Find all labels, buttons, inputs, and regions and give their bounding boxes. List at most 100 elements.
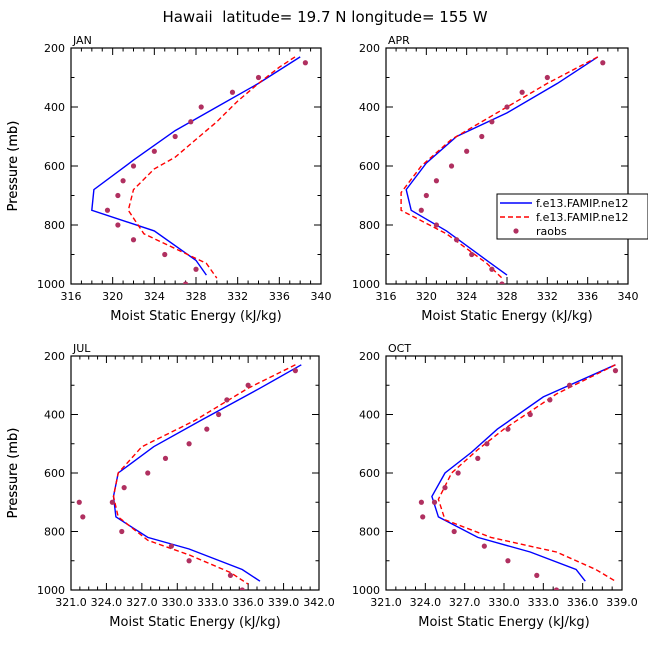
x-tick-label: 321.0 — [370, 596, 402, 609]
y-tick-label: 400 — [359, 101, 380, 114]
panel-jan: JAN 316 320 324 328 332 336 340 200 400 600 800 1000… — [6, 34, 332, 324]
raobs-point — [145, 470, 151, 476]
y-tick-label: 600 — [44, 160, 65, 173]
data-layer — [400, 56, 606, 284]
x-tick-label: 324 — [456, 290, 477, 303]
x-axis-label: Moist Static Energy (kJ/kg) — [421, 309, 592, 324]
raobs-point — [484, 441, 490, 447]
x-tick-label: 324.0 — [91, 596, 123, 609]
raobs-point — [255, 74, 262, 81]
raobs-point — [566, 382, 573, 388]
figure-title: Hawaii latitude= 19.7 N longitude= 155 W — [162, 8, 487, 26]
raobs-point — [224, 397, 230, 403]
raobs-point — [239, 587, 245, 590]
y-tick-label: 600 — [359, 467, 380, 480]
panel-title: JAN — [72, 34, 92, 47]
panel-jul: JUL 321.0 324.0 327.0 330.0 333.0 336.0 339.0 34… — [6, 342, 335, 630]
x-tick-label: 340 — [618, 290, 639, 303]
raobs-point — [204, 426, 210, 432]
raobs-point — [489, 266, 495, 272]
x-axis-label: Moist Static Energy (kJ/kg) — [109, 615, 280, 630]
raobs-point — [245, 382, 251, 388]
raobs-point — [544, 74, 550, 81]
x-tick-label: 320 — [102, 290, 123, 303]
x-tick-label: 324.0 — [410, 596, 442, 609]
model-dashed-line — [437, 364, 616, 582]
plot-frame — [385, 47, 629, 285]
raobs-point — [481, 543, 487, 549]
y-tick-label: 200 — [359, 42, 380, 55]
x-tick-label: 316 — [376, 290, 397, 303]
raobs-point — [198, 104, 204, 110]
y-tick-label: 800 — [359, 526, 380, 539]
x-tick-label: 327.0 — [126, 596, 158, 609]
raobs-point — [505, 426, 511, 432]
model-dashed-line — [127, 56, 296, 279]
panel-title: OCT — [388, 342, 411, 355]
raobs-point — [182, 281, 189, 284]
legend-label-solid: f.e13.FAMIP.ne12 — [536, 197, 629, 210]
y-axis-label: Pressure (mb) — [6, 428, 21, 519]
raobs-point — [302, 60, 308, 66]
plot-frame — [385, 355, 623, 591]
data-layer — [76, 364, 302, 590]
x-tick-label: 320 — [416, 290, 437, 303]
y-tick-label: 400 — [44, 409, 65, 422]
y-tick-label: 800 — [44, 219, 65, 232]
x-tick-label: 336.0 — [567, 596, 599, 609]
raobs-point — [186, 441, 192, 447]
y-tick-label: 800 — [44, 526, 65, 539]
legend-label-raobs: raobs — [536, 225, 567, 238]
panel-apr: APR 316 320 324 328 332 336 340 200 400 600 800 1000… — [6, 34, 639, 324]
raobs-point — [600, 60, 606, 66]
raobs-point — [431, 499, 438, 505]
raobs-point — [119, 528, 125, 535]
plot-frame — [70, 355, 320, 591]
data-layer — [91, 56, 308, 284]
raobs-point — [76, 499, 82, 505]
x-tick-label: 321.0 — [55, 596, 87, 609]
x-tick-label: 332 — [537, 290, 558, 303]
y-tick-label: 200 — [44, 42, 65, 55]
raobs-point — [115, 222, 121, 228]
y-axis-label: Pressure (mb) — [6, 121, 21, 212]
x-tick-label: 333.0 — [197, 596, 229, 609]
model-solid-line — [91, 56, 301, 276]
raobs-point — [479, 133, 485, 140]
model-solid-line — [112, 364, 302, 582]
raobs-point — [104, 207, 111, 213]
raobs-point — [451, 528, 457, 535]
legend-label-dashed: f.e13.FAMIP.ne12 — [536, 211, 629, 224]
raobs-point — [188, 119, 194, 125]
x-tick-label: 316 — [61, 290, 82, 303]
raobs-point — [505, 558, 511, 564]
raobs-point — [612, 368, 619, 374]
raobs-point — [162, 251, 168, 258]
model-solid-line — [405, 56, 599, 276]
x-tick-label: 332 — [227, 290, 248, 303]
x-axis-label: Moist Static Energy (kJ/kg) — [110, 309, 281, 324]
y-tick-label: 600 — [359, 160, 380, 173]
raobs-point — [420, 514, 426, 520]
raobs-point — [229, 89, 236, 95]
raobs-point — [504, 104, 510, 110]
data-layer — [418, 364, 619, 590]
y-tick-label: 1000 — [37, 584, 65, 597]
raobs-point — [464, 148, 470, 154]
raobs-point — [499, 281, 505, 284]
x-tick-label: 336 — [577, 290, 598, 303]
raobs-point — [216, 411, 222, 418]
y-tick-label: 1000 — [37, 278, 65, 291]
raobs-point — [162, 455, 169, 461]
x-tick-label: 324 — [144, 290, 165, 303]
model-solid-line — [431, 364, 616, 582]
raobs-point — [433, 222, 440, 228]
x-tick-label: 330.0 — [488, 596, 520, 609]
raobs-point — [121, 485, 127, 491]
raobs-point — [292, 368, 298, 374]
y-tick-label: 1000 — [352, 278, 380, 291]
raobs-point — [448, 163, 455, 169]
y-axis-label: Pressure (mb) — [6, 121, 21, 212]
legend-box — [496, 193, 648, 240]
